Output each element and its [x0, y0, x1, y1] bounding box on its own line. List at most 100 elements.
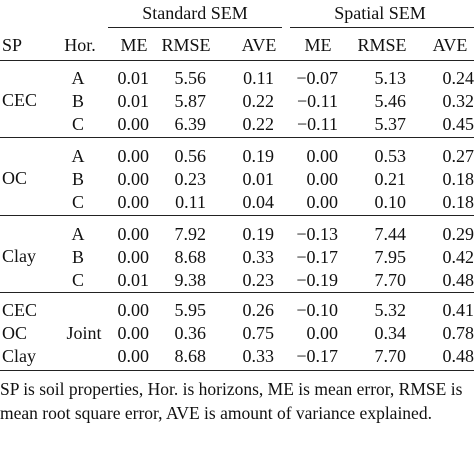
- cell-spa-ave: 0.29: [442, 224, 474, 244]
- cell-std-me: 0.01: [117, 91, 150, 111]
- header-std-me: ME: [120, 35, 148, 55]
- row-horizon-joint: Joint: [66, 323, 102, 343]
- cell-spa-me: 0.00: [306, 192, 339, 212]
- cell-spa-rmse: 7.44: [374, 224, 407, 244]
- cell-spa-me: −0.17: [296, 346, 338, 366]
- cell-std-ave: 0.22: [242, 91, 275, 111]
- cell-spa-ave: 0.24: [442, 68, 474, 88]
- row-property: OC: [2, 168, 28, 188]
- header-std-ave: AVE: [241, 35, 277, 55]
- header-spa-me: ME: [304, 35, 332, 55]
- spatial-sem-underline: [290, 27, 474, 28]
- cell-spa-ave: 0.18: [442, 192, 474, 212]
- table-bottom-rule: [0, 370, 474, 372]
- cell-std-rmse: 8.68: [174, 247, 207, 267]
- row-horizon: C: [71, 270, 85, 290]
- cell-std-ave: 0.33: [242, 247, 275, 267]
- cell-std-me: 0.00: [117, 114, 150, 134]
- cell-spa-rmse: 0.21: [374, 169, 407, 189]
- cell-std-ave: 0.26: [242, 300, 275, 320]
- cell-std-rmse: 9.38: [174, 270, 207, 290]
- cell-spa-me: −0.07: [296, 68, 338, 88]
- row-property: CEC: [2, 300, 38, 320]
- cell-std-me: 0.00: [117, 224, 150, 244]
- cell-spa-rmse: 5.32: [374, 300, 407, 320]
- cell-std-rmse: 7.92: [174, 224, 207, 244]
- header-sp: SP: [2, 35, 23, 55]
- cell-std-rmse: 5.56: [174, 68, 207, 88]
- cell-std-me: 0.01: [117, 68, 150, 88]
- cell-std-rmse: 0.23: [174, 169, 207, 189]
- cell-spa-me: 0.00: [306, 146, 339, 166]
- header-spa-rmse: RMSE: [357, 35, 407, 55]
- cell-std-rmse: 8.68: [174, 346, 207, 366]
- cell-std-me: 0.00: [117, 192, 150, 212]
- row-horizon: B: [71, 91, 85, 111]
- cell-spa-rmse: 5.37: [374, 114, 407, 134]
- cell-std-rmse: 5.87: [174, 91, 207, 111]
- cell-std-me: 0.00: [117, 300, 150, 320]
- cell-std-rmse: 6.39: [174, 114, 207, 134]
- cell-std-me: 0.00: [117, 247, 150, 267]
- cell-spa-ave: 0.48: [442, 346, 474, 366]
- cell-std-rmse: 0.36: [174, 323, 207, 343]
- cell-std-me: 0.00: [117, 169, 150, 189]
- row-property: CEC: [2, 90, 38, 110]
- cell-spa-rmse: 0.34: [374, 323, 407, 343]
- row-property: Clay: [2, 346, 36, 366]
- row-horizon: B: [71, 169, 85, 189]
- cell-std-ave: 0.04: [242, 192, 275, 212]
- cell-std-ave: 0.23: [242, 270, 275, 290]
- cell-std-me: 0.00: [117, 346, 150, 366]
- header-bottom-rule: [0, 60, 474, 62]
- cell-spa-me: −0.11: [297, 91, 338, 111]
- row-property: OC: [2, 323, 28, 343]
- cell-std-me: 0.01: [117, 270, 150, 290]
- cell-spa-ave: 0.45: [442, 114, 474, 134]
- cell-spa-me: −0.10: [296, 300, 338, 320]
- cell-std-ave: 0.75: [242, 323, 275, 343]
- cell-std-ave: 0.33: [242, 346, 275, 366]
- row-property: Clay: [2, 246, 36, 266]
- cell-std-ave: 0.01: [242, 169, 275, 189]
- cell-std-ave: 0.11: [243, 68, 274, 88]
- cell-spa-me: −0.19: [296, 270, 338, 290]
- row-horizon: A: [71, 146, 85, 166]
- row-horizon: A: [71, 224, 85, 244]
- cell-spa-ave: 0.78: [442, 323, 474, 343]
- cell-spa-rmse: 7.70: [374, 346, 407, 366]
- header-std-rmse: RMSE: [161, 35, 211, 55]
- group-rule-1: [0, 137, 474, 138]
- cell-spa-rmse: 7.70: [374, 270, 407, 290]
- cell-std-me: 0.00: [117, 323, 150, 343]
- group-rule-3: [0, 292, 474, 293]
- header-spatial-sem: Spatial SEM: [334, 3, 426, 23]
- cell-spa-ave: 0.48: [442, 270, 474, 290]
- cell-spa-ave: 0.42: [442, 247, 474, 267]
- cell-spa-rmse: 5.46: [374, 91, 407, 111]
- row-horizon: A: [71, 68, 85, 88]
- cell-std-ave: 0.19: [242, 146, 275, 166]
- cell-std-me: 0.00: [117, 146, 150, 166]
- cell-std-ave: 0.22: [242, 114, 275, 134]
- cell-spa-ave: 0.18: [442, 169, 474, 189]
- cell-std-ave: 0.19: [242, 224, 275, 244]
- cell-spa-rmse: 7.95: [374, 247, 407, 267]
- cell-spa-me: −0.11: [297, 114, 338, 134]
- cell-spa-ave: 0.41: [442, 300, 474, 320]
- cell-spa-me: −0.13: [296, 224, 338, 244]
- row-horizon: B: [71, 247, 85, 267]
- group-rule-2: [0, 215, 474, 216]
- cell-std-rmse: 5.95: [174, 300, 207, 320]
- header-standard-sem: Standard SEM: [142, 3, 248, 23]
- table-footnote: SP is soil properties, Hor. is horizons,…: [0, 379, 463, 423]
- row-horizon: C: [71, 192, 85, 212]
- cell-spa-rmse: 5.13: [374, 68, 407, 88]
- cell-spa-rmse: 0.10: [374, 192, 407, 212]
- cell-spa-me: −0.17: [296, 247, 338, 267]
- header-hor: Hor.: [64, 35, 96, 55]
- header-spa-ave: AVE: [432, 35, 468, 55]
- cell-std-rmse: 0.11: [175, 192, 206, 212]
- standard-sem-underline: [108, 27, 282, 28]
- cell-spa-rmse: 0.53: [374, 146, 407, 166]
